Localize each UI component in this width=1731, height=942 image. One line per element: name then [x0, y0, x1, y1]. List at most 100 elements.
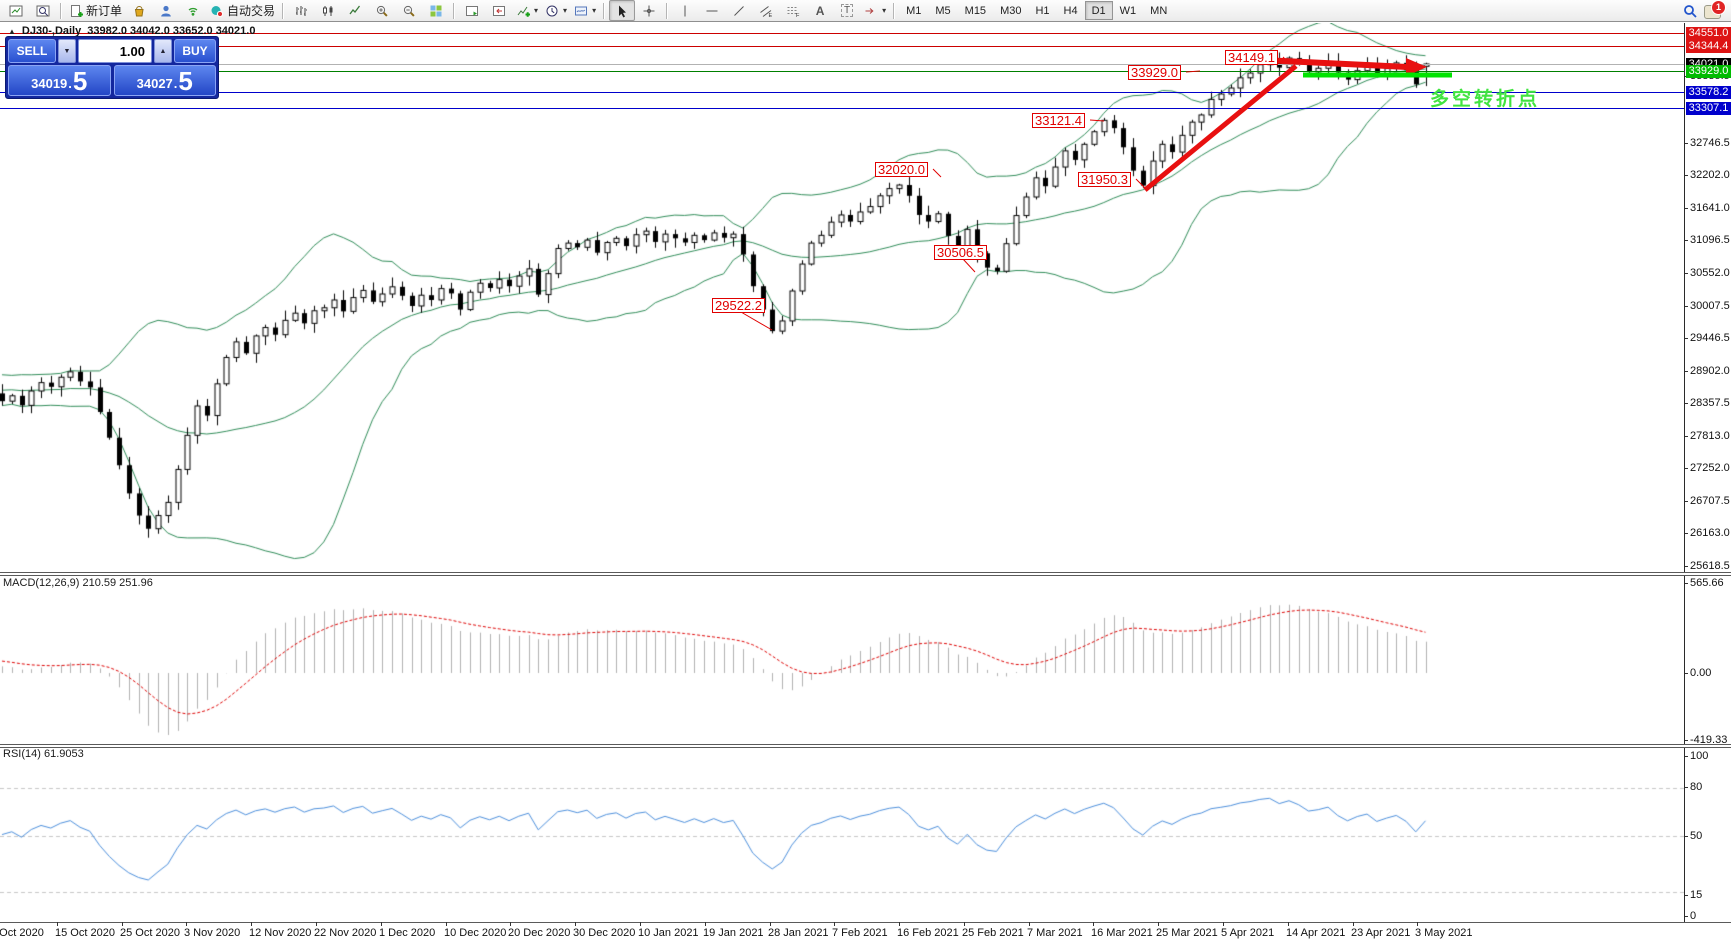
cursor-tool-button[interactable]: [609, 0, 636, 21]
auto-scroll-button[interactable]: [459, 0, 485, 21]
chart-title-symbol: DJ30-,Daily: [21, 25, 82, 37]
price-annotation-33121.4[interactable]: 33121.4: [1032, 113, 1085, 128]
zoom-in-icon: [375, 4, 389, 18]
line-chart-button[interactable]: [342, 0, 368, 21]
price-tick: [1684, 175, 1688, 176]
date-label: 14 Apr 2021: [1286, 927, 1346, 939]
main-chart-canvas[interactable]: [0, 23, 1684, 572]
equidistant-channel-tool[interactable]: E: [753, 0, 779, 21]
one-click-trading-panel: SELL ▼ 1.00 ▲ BUY 34019. 5 34027. 5: [5, 36, 219, 99]
one-click-top-row: SELL ▼ 1.00 ▲ BUY: [8, 39, 216, 63]
timeframe-M15[interactable]: M15: [964, 4, 987, 17]
new-order-button[interactable]: 新订单: [66, 0, 125, 21]
shapes-icon: [864, 4, 878, 18]
sell-price-button[interactable]: 34019. 5: [8, 65, 111, 96]
signals-icon: [186, 4, 200, 18]
candlestick-chart-button[interactable]: [315, 0, 341, 21]
date-label: 30 Dec 2020: [573, 927, 636, 939]
volume-input[interactable]: 1.00: [78, 39, 152, 63]
rsi-canvas[interactable]: [0, 748, 1684, 920]
date-tick: [316, 922, 317, 926]
price-tick: [1684, 273, 1688, 274]
periods-button[interactable]: ▾: [542, 0, 570, 21]
timeframe-M1[interactable]: M1: [906, 4, 922, 17]
sell-button[interactable]: SELL: [8, 39, 56, 63]
date-tick: [122, 922, 123, 926]
toolbar-separator: [282, 2, 285, 19]
date-label: 28 Jan 2021: [768, 927, 829, 939]
turning-point-annotation[interactable]: 多空转折点: [1430, 89, 1541, 110]
search-icon[interactable]: [1682, 3, 1698, 19]
templates-button[interactable]: ▾: [571, 0, 599, 21]
horizontal-line-tool[interactable]: [699, 0, 725, 21]
notifications-button[interactable]: 1: [1704, 0, 1726, 20]
date-label: 10 Dec 2020: [444, 927, 507, 939]
buy-price-pips: 5: [178, 66, 193, 96]
indicators-button[interactable]: ▾: [513, 0, 541, 21]
timeframe-H1[interactable]: H1: [1035, 4, 1050, 17]
chart-styles-button[interactable]: [126, 0, 152, 21]
main-macd-divider[interactable]: [0, 572, 1731, 576]
crosshair-tool-button[interactable]: [636, 0, 662, 21]
vertical-line-tool[interactable]: [672, 0, 698, 21]
volume-increase-button[interactable]: ▲: [154, 39, 172, 63]
timeframe-M30[interactable]: M30: [1000, 4, 1022, 17]
price-level-line-34344.4[interactable]: [0, 46, 1684, 47]
zoom-out-button[interactable]: [396, 0, 422, 21]
trendline-tool[interactable]: [726, 0, 752, 21]
date-tick: [1223, 922, 1224, 926]
macd-canvas[interactable]: [0, 576, 1684, 742]
periods-clock-icon: [545, 4, 559, 18]
svg-text:F: F: [796, 13, 800, 18]
macd-tick-label: 565.66: [1690, 577, 1724, 589]
timeframe-H4[interactable]: H4: [1063, 4, 1078, 17]
price-annotation-30506.5[interactable]: 30506.5: [934, 245, 987, 260]
toolbar-separator: [893, 2, 896, 19]
buy-price-main: 34027: [136, 76, 173, 91]
date-tick: [1353, 922, 1354, 926]
price-level-line-33929.0[interactable]: [0, 71, 1684, 72]
price-badge-33307.1: 33307.1: [1686, 102, 1731, 115]
price-level-line-33578.2[interactable]: [0, 92, 1684, 93]
tile-windows-button[interactable]: [423, 0, 449, 21]
price-axis-line: [1684, 23, 1685, 922]
text-tool[interactable]: A: [807, 0, 833, 21]
buy-price-button[interactable]: 34027. 5: [113, 65, 216, 96]
timeframe-MN[interactable]: MN: [1150, 4, 1168, 17]
new-chart-button[interactable]: [3, 0, 29, 21]
fibonacci-tool[interactable]: F: [780, 0, 806, 21]
price-level-line-33307.1[interactable]: [0, 108, 1684, 109]
volume-decrease-button[interactable]: ▼: [58, 39, 76, 63]
toolbar-separator: [666, 2, 669, 19]
profile-button[interactable]: [153, 0, 179, 21]
auto-trading-button[interactable]: 自动交易: [207, 0, 278, 21]
price-level-line-34021.0[interactable]: [0, 64, 1684, 65]
price-annotation-33929.0[interactable]: 33929.0: [1128, 65, 1181, 80]
profiles-button[interactable]: [30, 0, 56, 21]
candles-chart-icon: [321, 4, 335, 18]
price-level-line-34551.0[interactable]: [0, 33, 1684, 34]
price-tick: [1684, 533, 1688, 534]
price-tick-label: 29446.5: [1690, 332, 1730, 344]
date-label: 16 Feb 2021: [897, 927, 959, 939]
price-tick: [1684, 468, 1688, 469]
timeframe-D1[interactable]: D1: [1084, 1, 1113, 20]
text-label-tool[interactable]: T: [834, 0, 860, 21]
bar-chart-button[interactable]: [288, 0, 314, 21]
macd-rsi-divider[interactable]: [0, 744, 1731, 748]
price-annotation-31950.3[interactable]: 31950.3: [1078, 172, 1131, 187]
date-tick: [770, 922, 771, 926]
rsi-tick: [1684, 756, 1688, 757]
signals-button[interactable]: [180, 0, 206, 21]
price-annotation-29522.2[interactable]: 29522.2: [712, 298, 765, 313]
price-annotation-34149.1[interactable]: 34149.1: [1225, 50, 1278, 65]
price-annotation-32020.0[interactable]: 32020.0: [875, 162, 928, 177]
timeframe-W1[interactable]: W1: [1119, 4, 1137, 17]
buy-button[interactable]: BUY: [174, 39, 216, 63]
timeframe-M5[interactable]: M5: [935, 4, 951, 17]
zoom-in-button[interactable]: [369, 0, 395, 21]
shapes-tool[interactable]: ▾: [861, 0, 889, 21]
date-label: 16 Mar 2021: [1091, 927, 1153, 939]
equidistant-channel-icon: E: [759, 4, 773, 18]
chart-shift-button[interactable]: [486, 0, 512, 21]
